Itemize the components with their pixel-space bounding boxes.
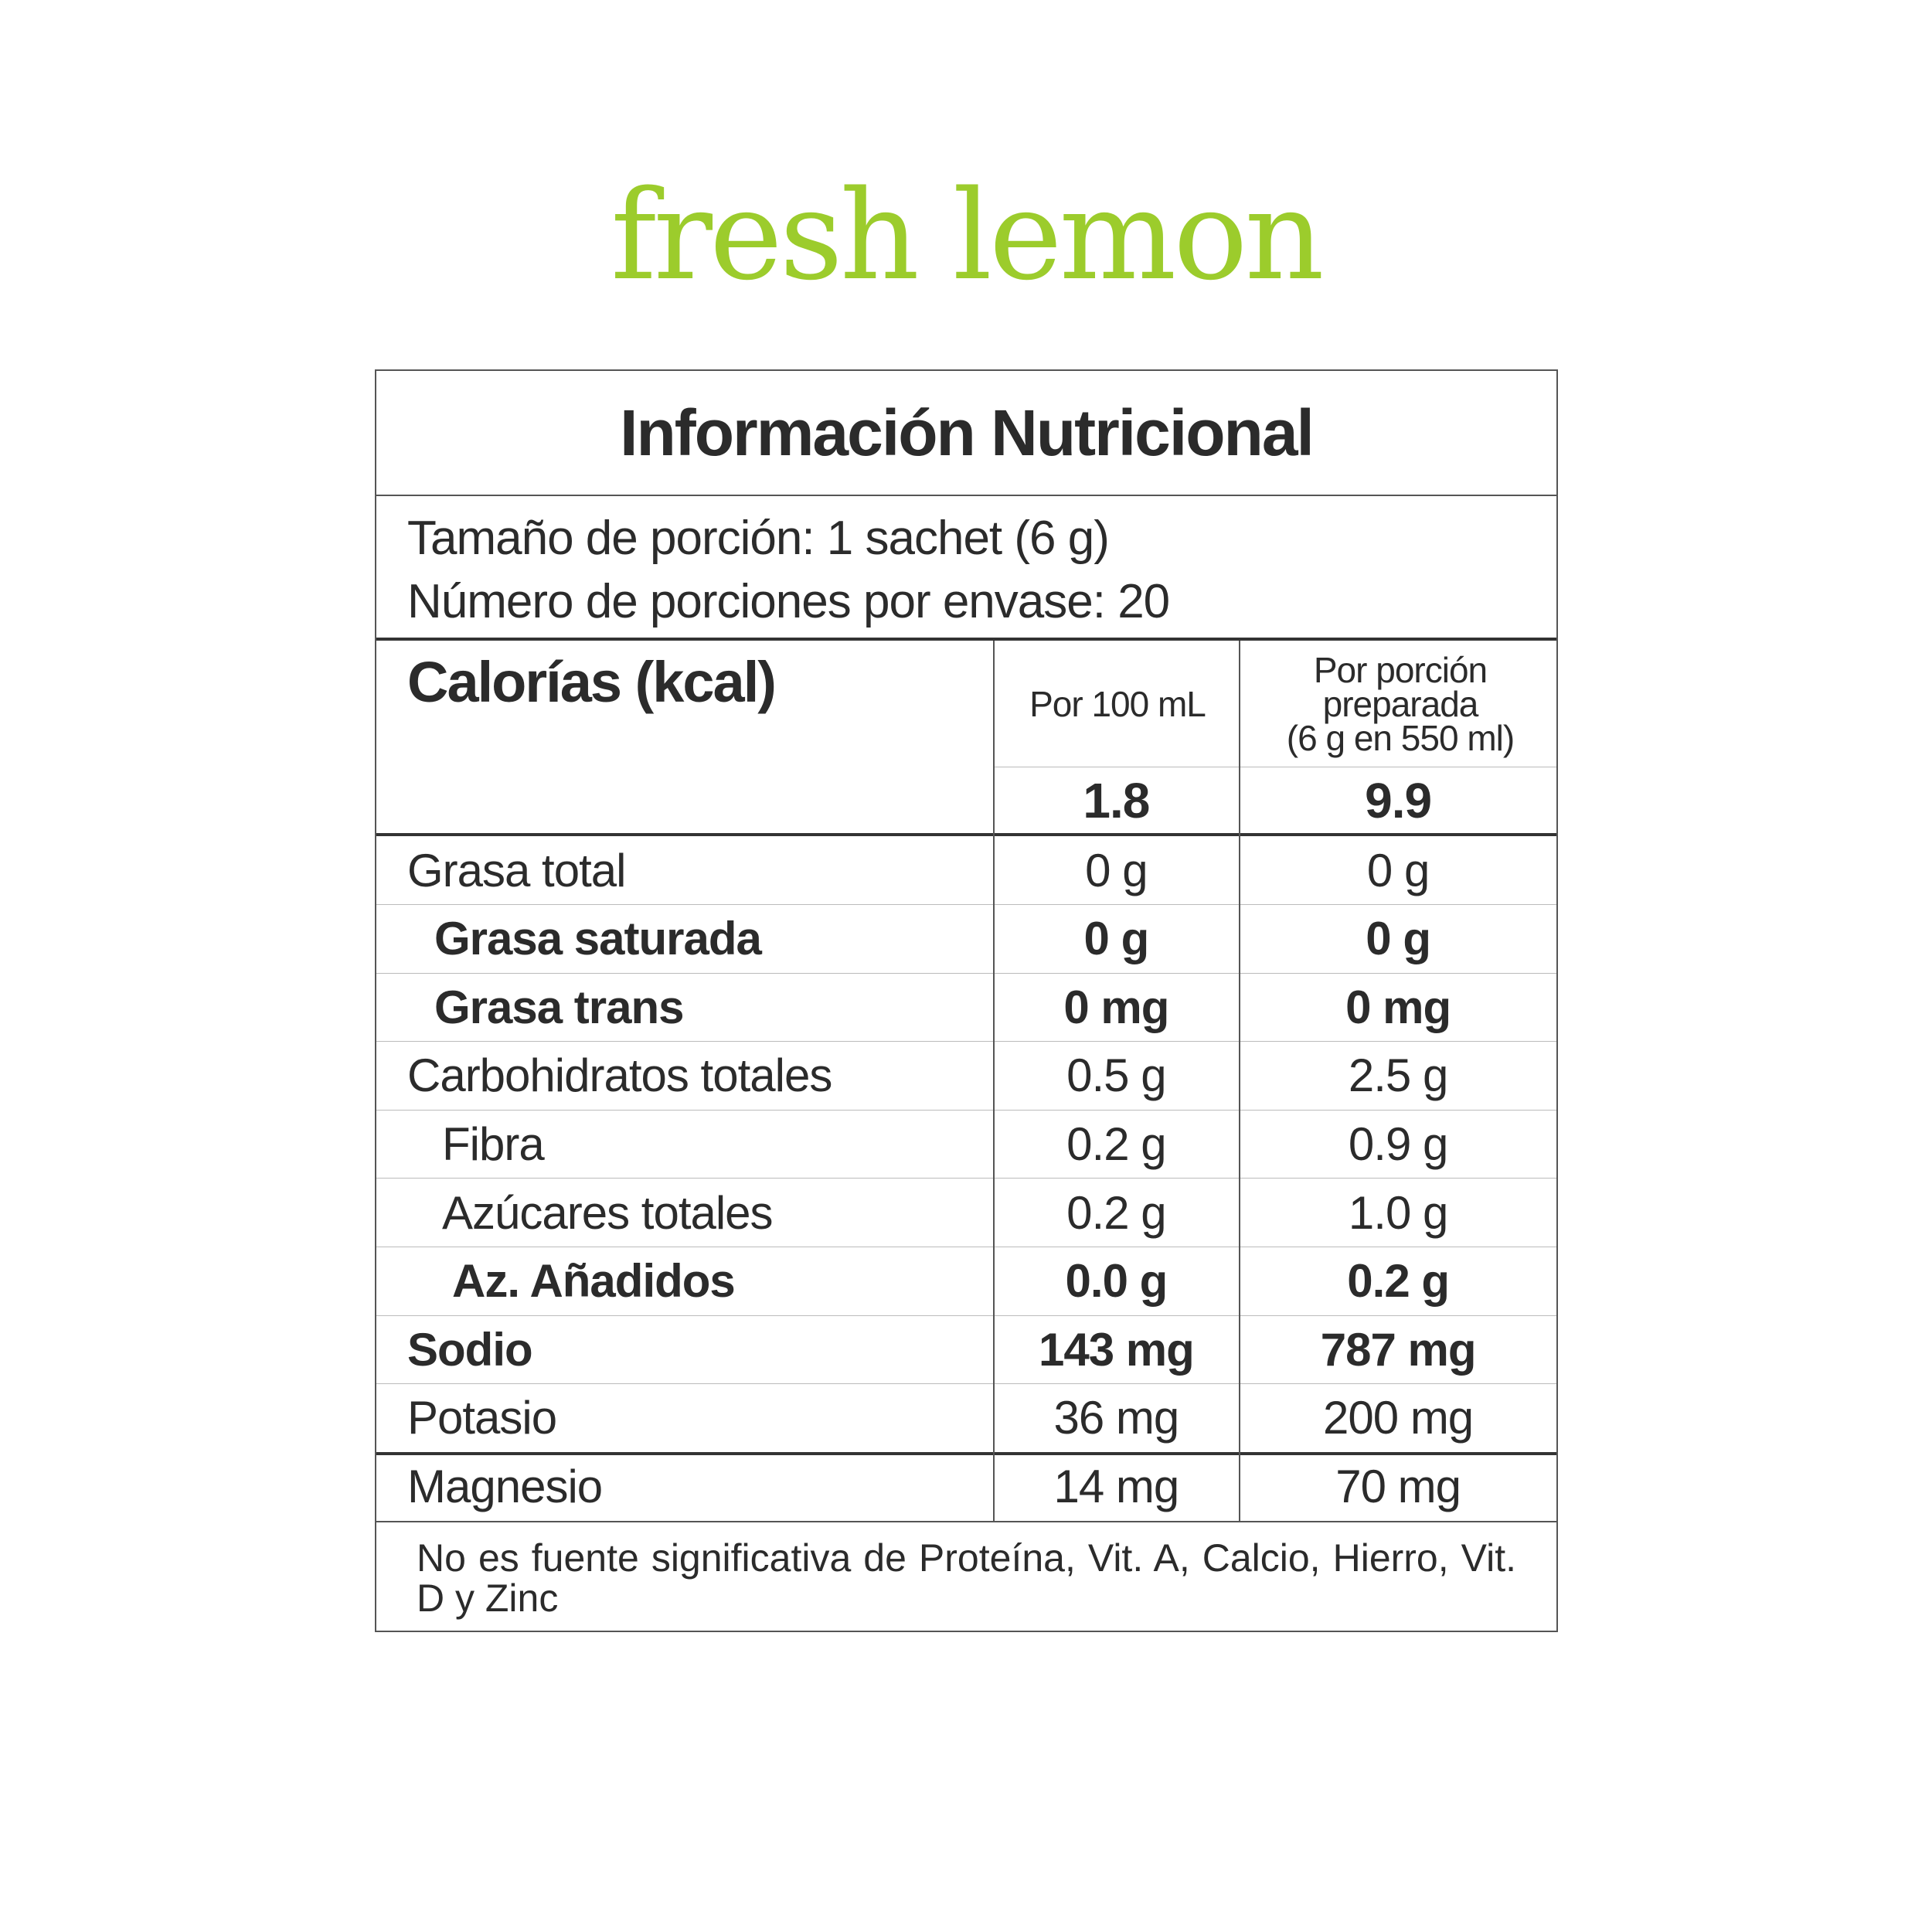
value-perserving: 0 g: [1366, 844, 1430, 896]
nutrient-row: Sodio 143 mg 787 mg: [376, 1315, 1556, 1383]
divider: [376, 1451, 1556, 1455]
nutrient-name: Grasa trans: [434, 981, 685, 1033]
col-header-line: (6 g en 550 ml): [1286, 718, 1515, 758]
divider: [376, 833, 1556, 836]
calories-row: 1.8 9.9: [376, 767, 1556, 835]
value-per100: 0.2 g: [1066, 1117, 1166, 1170]
calories-label: Calorías (kcal): [407, 650, 777, 714]
nutrient-name: Magnesio: [407, 1460, 603, 1512]
value-perserving: 0 mg: [1345, 981, 1451, 1033]
nutrient-name: Grasa total: [407, 844, 626, 896]
nutrient-row: Magnesio 14 mg 70 mg: [376, 1452, 1556, 1520]
nutrition-facts-panel: Información Nutricional Tamaño de porció…: [375, 369, 1558, 1632]
value-per100: 0 mg: [1063, 981, 1169, 1033]
nutrient-name: Az. Añadidos: [452, 1255, 736, 1308]
calories-perserving: 9.9: [1365, 773, 1432, 828]
calories-per100: 1.8: [1083, 773, 1150, 828]
column-divider: [993, 641, 995, 1522]
panel-title: Información Nutricional: [376, 371, 1556, 496]
brand-title: fresh lemon: [611, 163, 1324, 308]
nutrient-row: Grasa total 0 g 0 g: [376, 836, 1556, 904]
divider: [376, 904, 1556, 905]
value-perserving: 1.0 g: [1348, 1186, 1448, 1239]
value-per100: 0.0 g: [1065, 1255, 1168, 1308]
divider: [376, 972, 1556, 974]
col-header-line: Por porción: [1313, 650, 1488, 690]
col-header-perserving: Por porción preparada (6 g en 550 ml): [1242, 642, 1559, 766]
divider: [376, 1178, 1556, 1179]
value-perserving: 0.9 g: [1348, 1117, 1448, 1170]
nutrient-row: Grasa trans 0 mg 0 mg: [376, 973, 1556, 1041]
value-per100: 0.5 g: [1066, 1049, 1166, 1102]
value-per100: 14 mg: [1053, 1460, 1179, 1512]
divider: [376, 1315, 1556, 1316]
nutrient-row: Az. Añadidos 0.0 g 0.2 g: [376, 1247, 1556, 1315]
divider: [376, 1383, 1556, 1385]
value-per100: 0.2 g: [1066, 1186, 1166, 1239]
value-perserving: 70 mg: [1335, 1460, 1461, 1512]
nutrient-name: Carbohidratos totales: [407, 1049, 832, 1102]
nutrient-name: Fibra: [442, 1117, 545, 1170]
value-per100: 0 g: [1083, 913, 1150, 965]
serving-info: Tamaño de porción: 1 sachet (6 g) Número…: [376, 496, 1556, 641]
divider: [376, 1109, 1556, 1111]
value-perserving: 2.5 g: [1348, 1049, 1448, 1102]
nutrient-row: Potasio 36 mg 200 mg: [376, 1384, 1556, 1452]
divider: [376, 1521, 1556, 1522]
column-divider: [1239, 641, 1240, 1522]
col-header-line: preparada: [1322, 684, 1479, 724]
col-header-per100: Por 100 mL: [1029, 684, 1206, 724]
nutrient-row: Azúcares totales 0.2 g 1.0 g: [376, 1179, 1556, 1247]
value-per100: 143 mg: [1038, 1323, 1195, 1376]
value-perserving: 787 mg: [1320, 1323, 1477, 1376]
nutrient-name: Potasio: [407, 1392, 557, 1444]
nutrient-row: Carbohidratos totales 0.5 g 2.5 g: [376, 1042, 1556, 1110]
divider: [376, 1041, 1556, 1043]
nutrient-row: Fibra 0.2 g 0.9 g: [376, 1110, 1556, 1178]
nutrient-name: Sodio: [407, 1323, 533, 1376]
value-perserving: 0.2 g: [1347, 1255, 1450, 1308]
nutrient-name: Grasa saturada: [434, 913, 762, 965]
value-per100: 36 mg: [1053, 1392, 1179, 1444]
value-perserving: 0 g: [1366, 913, 1431, 965]
nutrient-name: Azúcares totales: [442, 1186, 774, 1239]
servings-per-container: Número de porciones por envase: 20: [407, 575, 1170, 628]
footnote: No es fuente significativa de Proteína, …: [417, 1536, 1516, 1620]
nutrient-row: Grasa saturada 0 g 0 g: [376, 905, 1556, 973]
value-perserving: 200 mg: [1323, 1392, 1474, 1444]
serving-size: Tamaño de porción: 1 sachet (6 g): [407, 512, 1110, 565]
value-per100: 0 g: [1085, 844, 1148, 896]
